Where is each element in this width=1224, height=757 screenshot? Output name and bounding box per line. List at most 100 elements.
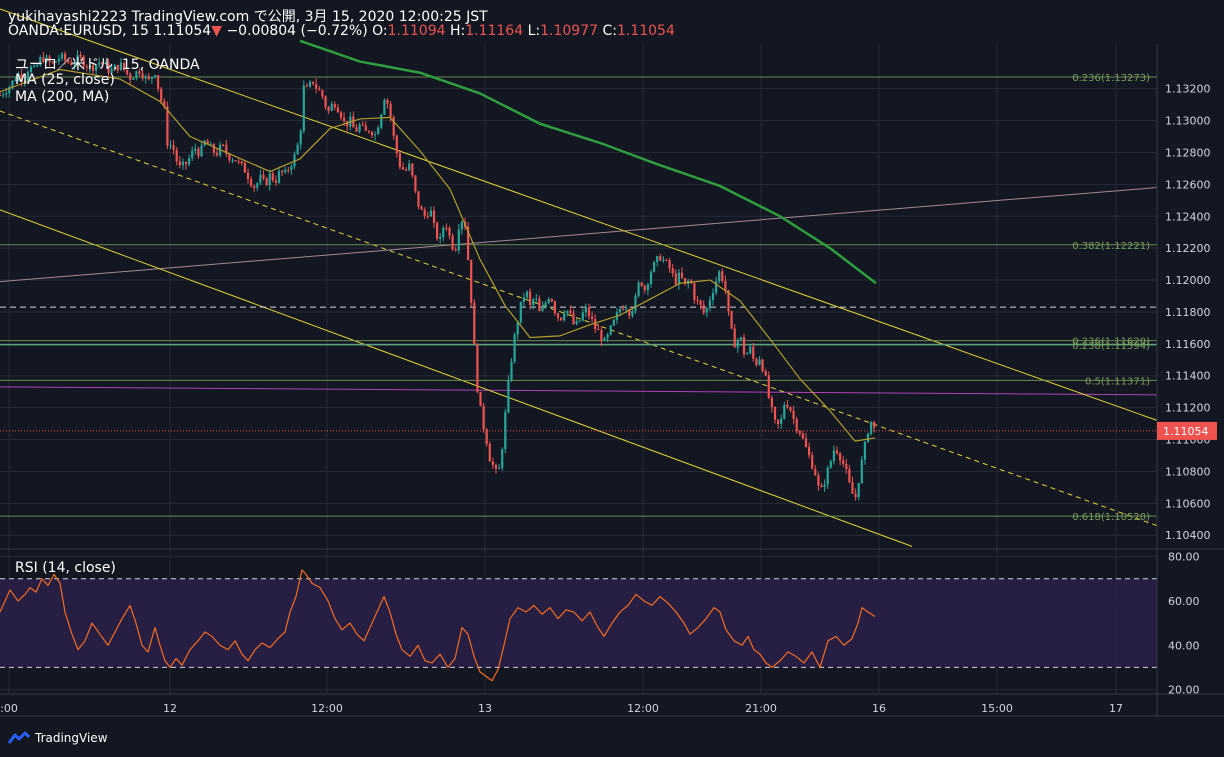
candle-body bbox=[253, 185, 256, 188]
candle-body bbox=[11, 80, 14, 87]
candle-body bbox=[432, 210, 436, 223]
tradingview-logo-icon bbox=[8, 731, 30, 745]
candle-body bbox=[206, 140, 209, 145]
candle-body bbox=[36, 64, 39, 67]
candle-body bbox=[646, 284, 649, 291]
candle-body bbox=[566, 310, 569, 314]
candle-body bbox=[246, 172, 250, 180]
candle-body bbox=[736, 339, 739, 348]
last-price-tag-label: 1.11054 bbox=[1163, 425, 1209, 438]
candle-body bbox=[550, 299, 553, 302]
candle-body bbox=[538, 298, 541, 312]
candle-body bbox=[513, 334, 516, 362]
candle-body bbox=[76, 55, 79, 64]
legend-ma200[interactable]: MA (200, MA) bbox=[15, 89, 110, 105]
footer-brand[interactable]: TradingView bbox=[8, 731, 108, 745]
symbol-label[interactable]: OANDA:EURUSD, 15 bbox=[8, 23, 149, 39]
candle-body bbox=[160, 88, 163, 102]
candle-body bbox=[625, 309, 628, 311]
candle-body bbox=[51, 61, 54, 63]
candle-body bbox=[175, 149, 178, 162]
candle-body bbox=[79, 55, 82, 57]
high-value: 1.11164 bbox=[465, 23, 524, 39]
candle-body bbox=[271, 173, 274, 181]
fib-level-label: 0.236(1.13273) bbox=[1072, 73, 1150, 84]
candle-body bbox=[14, 80, 17, 82]
candle-body bbox=[243, 163, 246, 173]
price-tick-label: 1.10800 bbox=[1165, 465, 1211, 478]
candle-body bbox=[259, 174, 262, 184]
candle-body bbox=[398, 153, 401, 168]
candle-body bbox=[135, 71, 138, 79]
last-price: 1.11054 bbox=[153, 23, 212, 39]
candle-body bbox=[603, 338, 606, 341]
candle-body bbox=[798, 431, 801, 434]
legend-ma25[interactable]: MA (25, close) bbox=[15, 72, 115, 88]
price-tick-label: 1.10600 bbox=[1165, 497, 1211, 510]
channel-lower-line bbox=[0, 209, 913, 547]
candle-body bbox=[240, 161, 243, 164]
candle-body bbox=[665, 259, 668, 261]
candle-body bbox=[361, 124, 364, 126]
candle-body bbox=[479, 391, 482, 407]
candle-body bbox=[835, 450, 839, 454]
candle-body bbox=[330, 104, 333, 111]
price-tick-label: 1.13000 bbox=[1165, 115, 1211, 128]
candle-body bbox=[20, 74, 23, 82]
candle-body bbox=[113, 64, 116, 69]
candle-body bbox=[445, 227, 448, 229]
candle-body bbox=[498, 467, 501, 469]
price-tick-label: 1.11200 bbox=[1165, 402, 1211, 415]
legend-rsi[interactable]: RSI (14, close) bbox=[15, 560, 116, 576]
candle-body bbox=[389, 103, 392, 117]
candle-body bbox=[742, 337, 746, 355]
close-label: C: bbox=[602, 23, 617, 39]
candle-body bbox=[67, 60, 70, 63]
candle-body bbox=[5, 93, 8, 95]
time-axis[interactable]: :00 12 12:00 13 12:00 21:00 16 15:00 17 bbox=[0, 702, 1123, 715]
candle-body bbox=[749, 346, 752, 354]
candle-body bbox=[702, 304, 705, 313]
candle-body bbox=[8, 86, 11, 94]
candle-body bbox=[88, 65, 91, 68]
candle-body bbox=[715, 281, 718, 293]
rsi-axis[interactable]: 80.00 60.00 40.00 20.00 bbox=[1168, 551, 1200, 697]
candle-body bbox=[584, 307, 587, 313]
legend-series-title[interactable]: ユーロ／米ドル, 15, OANDA bbox=[15, 57, 200, 73]
price-axis[interactable]: 1.13200 1.13000 1.12800 1.12600 1.12400 1.122… bbox=[1165, 83, 1211, 543]
candle-body bbox=[370, 132, 374, 136]
candle-body bbox=[141, 73, 144, 79]
candle-body bbox=[374, 134, 377, 136]
open-value: 1.11094 bbox=[387, 23, 446, 39]
candle-body bbox=[107, 62, 110, 73]
candle-body bbox=[250, 179, 253, 186]
time-tick-label: 21:00 bbox=[745, 702, 777, 715]
candle-body bbox=[820, 485, 823, 487]
candle-body bbox=[95, 64, 98, 71]
candle-body bbox=[587, 307, 591, 317]
candle-body bbox=[544, 302, 547, 307]
candle-body bbox=[848, 469, 851, 483]
candle-body bbox=[85, 66, 88, 68]
candle-body bbox=[569, 310, 572, 313]
candle-body bbox=[33, 66, 36, 68]
change-value: −0.00804 (−0.72%) bbox=[226, 23, 368, 39]
candle-body bbox=[628, 309, 631, 316]
candle-body bbox=[789, 407, 792, 411]
candle-body bbox=[851, 482, 854, 494]
rsi-band-fill bbox=[0, 578, 1157, 668]
candle-body bbox=[581, 312, 584, 321]
candle-body bbox=[401, 167, 405, 170]
rsi-tick-label: 60.00 bbox=[1168, 595, 1200, 608]
candle-body bbox=[451, 235, 454, 250]
candle-body bbox=[215, 152, 219, 156]
candle-body bbox=[662, 259, 665, 261]
candle-body bbox=[339, 112, 343, 118]
rsi-series bbox=[0, 569, 876, 682]
candle-body bbox=[265, 178, 268, 186]
candle-body bbox=[839, 453, 842, 461]
candle-body bbox=[144, 76, 147, 79]
price-tick-label: 1.13200 bbox=[1165, 83, 1211, 96]
candle-body bbox=[222, 144, 225, 146]
